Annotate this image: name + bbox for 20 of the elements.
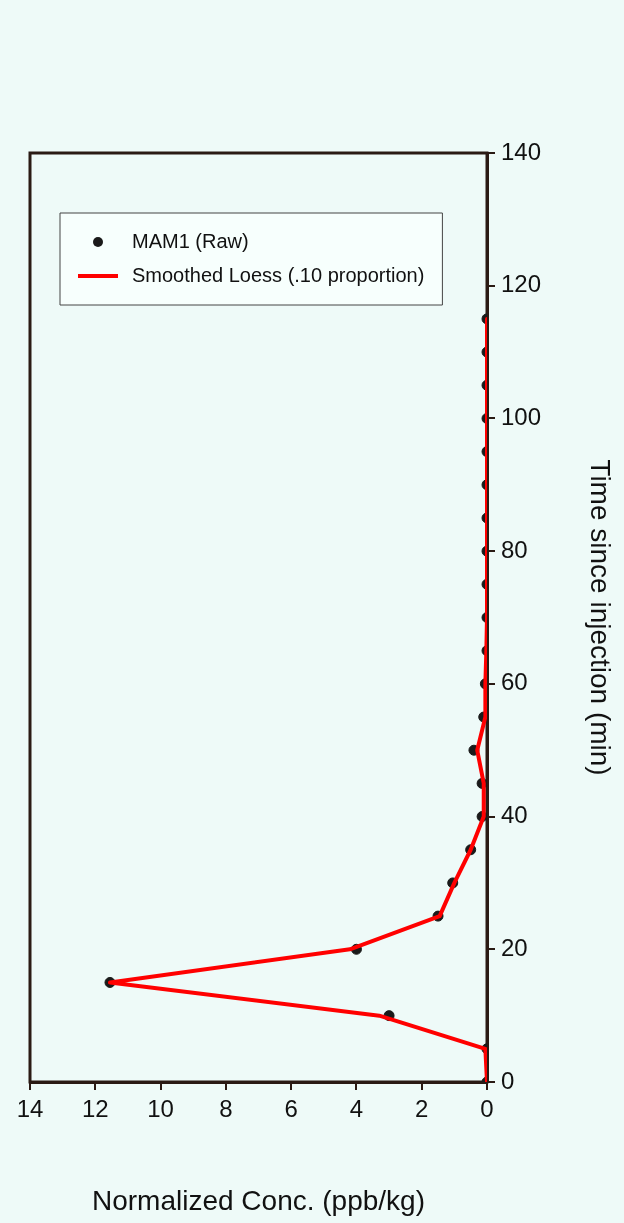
y-tick-label: 0 <box>501 1066 515 1094</box>
y-tick-label: 80 <box>501 535 528 563</box>
x-tick-label: 0 <box>480 1095 494 1123</box>
x-tick-label: 2 <box>415 1095 429 1123</box>
x-axis-title: Normalized Conc. (ppb/kg) <box>91 1184 426 1216</box>
y-tick-label: 100 <box>501 403 542 431</box>
legend-label: MAM1 (Raw) <box>132 229 249 252</box>
y-tick-label: 120 <box>501 270 542 298</box>
legend-label: Smoothed Loess (.10 proportion) <box>132 263 425 286</box>
y-tick-label: 60 <box>501 668 528 696</box>
y-tick-label: 20 <box>501 933 528 961</box>
y-tick-label: 40 <box>501 801 528 829</box>
x-tick-label: 10 <box>147 1095 174 1123</box>
x-tick-label: 8 <box>219 1095 233 1123</box>
y-axis-title: Time since injection (min) <box>585 459 617 776</box>
x-tick-label: 12 <box>81 1095 109 1123</box>
y-tick-label: 140 <box>501 137 542 165</box>
x-tick-label: 4 <box>349 1095 364 1123</box>
x-tick-label: 14 <box>16 1095 44 1123</box>
x-tick-label: 6 <box>284 1095 298 1123</box>
